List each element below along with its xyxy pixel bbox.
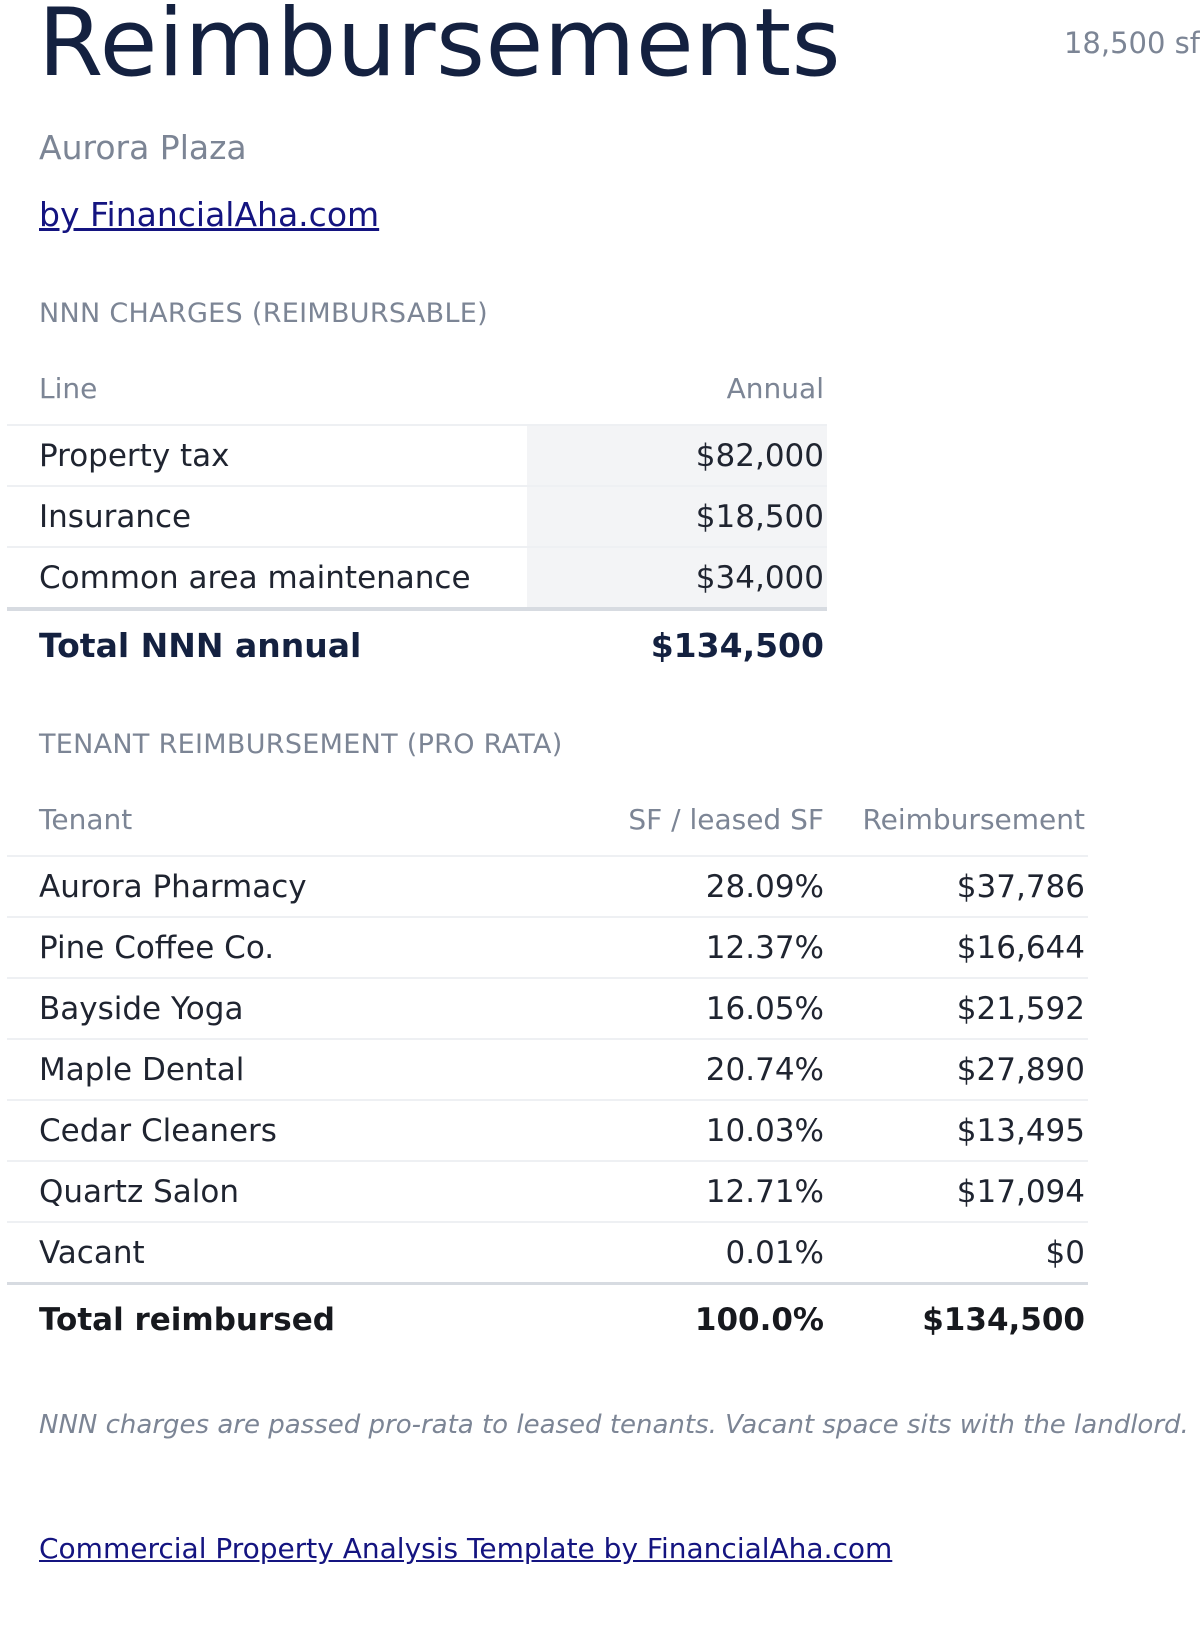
tenant-reimbursement: $17,094 [827,1161,1088,1223]
tenant-name: Vacant [7,1222,567,1285]
column-header-share: SF / leased SF [567,783,827,857]
property-name: Aurora Plaza [39,128,247,167]
table-header-row: Tenant SF / leased SF Reimbursement [7,783,1088,857]
nnn-line-amount: $18,500 [531,486,827,548]
byline-link[interactable]: by FinancialAha.com [39,195,380,234]
nnn-line-amount: $82,000 [531,425,827,487]
nnn-line-label: Common area maintenance [7,547,527,610]
table-row: Insurance $18,500 [7,486,827,548]
footnote: NNN charges are passed pro-rata to lease… [39,1410,1189,1440]
footer-link[interactable]: Commercial Property Analysis Template by… [39,1532,893,1565]
column-header-tenant: Tenant [7,783,567,857]
tenant-total-row: Total reimbursed 100.0% $134,500 [7,1282,1088,1355]
tenant-share: 28.09% [567,856,827,918]
page-title: Reimbursements [38,0,842,98]
tenant-reimbursement: $13,495 [827,1100,1088,1162]
nnn-line-amount: $34,000 [531,547,827,610]
table-row: Cedar Cleaners 10.03% $13,495 [7,1100,1088,1162]
tenant-name: Maple Dental [7,1039,567,1101]
tenant-name: Quartz Salon [7,1161,567,1223]
tenant-total-reimbursement: $134,500 [827,1282,1088,1355]
table-header-row: Line Annual [7,352,827,426]
nnn-total-amount: $134,500 [531,607,827,679]
tenant-total-share: 100.0% [567,1282,827,1355]
nnn-section-label: NNN CHARGES (REIMBURSABLE) [39,298,488,329]
tenant-name: Aurora Pharmacy [7,856,567,918]
tenant-name: Cedar Cleaners [7,1100,567,1162]
tenant-share: 20.74% [567,1039,827,1101]
tenant-share: 10.03% [567,1100,827,1162]
tenant-reimbursement: $0 [827,1222,1088,1285]
table-row: Property tax $82,000 [7,425,827,487]
tenant-reimbursement-table: Tenant SF / leased SF Reimbursement Auro… [7,783,1088,1355]
table-row: Quartz Salon 12.71% $17,094 [7,1161,1088,1223]
nnn-line-label: Property tax [7,425,527,487]
tenant-reimbursement: $37,786 [827,856,1088,918]
nnn-total-row: Total NNN annual $134,500 [7,607,827,679]
tenant-share: 0.01% [567,1222,827,1285]
tenant-reimbursement: $21,592 [827,978,1088,1040]
tenant-reimbursement: $27,890 [827,1039,1088,1101]
tenant-total-label: Total reimbursed [7,1282,567,1355]
column-header-annual: Annual [531,352,827,426]
building-area: 18,500 sf [1063,26,1200,60]
tenant-share: 12.37% [567,917,827,979]
table-row: Vacant 0.01% $0 [7,1222,1088,1285]
table-row: Aurora Pharmacy 28.09% $37,786 [7,856,1088,918]
nnn-charges-table: Line Annual Property tax $82,000 Insuran… [7,352,827,679]
nnn-line-label: Insurance [7,486,527,548]
table-row: Common area maintenance $34,000 [7,547,827,610]
table-row: Pine Coffee Co. 12.37% $16,644 [7,917,1088,979]
tenant-reimbursement: $16,644 [827,917,1088,979]
tenant-share: 12.71% [567,1161,827,1223]
tenant-share: 16.05% [567,978,827,1040]
tenant-name: Bayside Yoga [7,978,567,1040]
tenant-name: Pine Coffee Co. [7,917,567,979]
column-header-line: Line [7,352,527,426]
table-row: Maple Dental 20.74% $27,890 [7,1039,1088,1101]
tenant-section-label: TENANT REIMBURSEMENT (PRO RATA) [39,729,563,760]
column-header-reimbursement: Reimbursement [827,783,1088,857]
nnn-total-label: Total NNN annual [7,607,527,679]
table-row: Bayside Yoga 16.05% $21,592 [7,978,1088,1040]
